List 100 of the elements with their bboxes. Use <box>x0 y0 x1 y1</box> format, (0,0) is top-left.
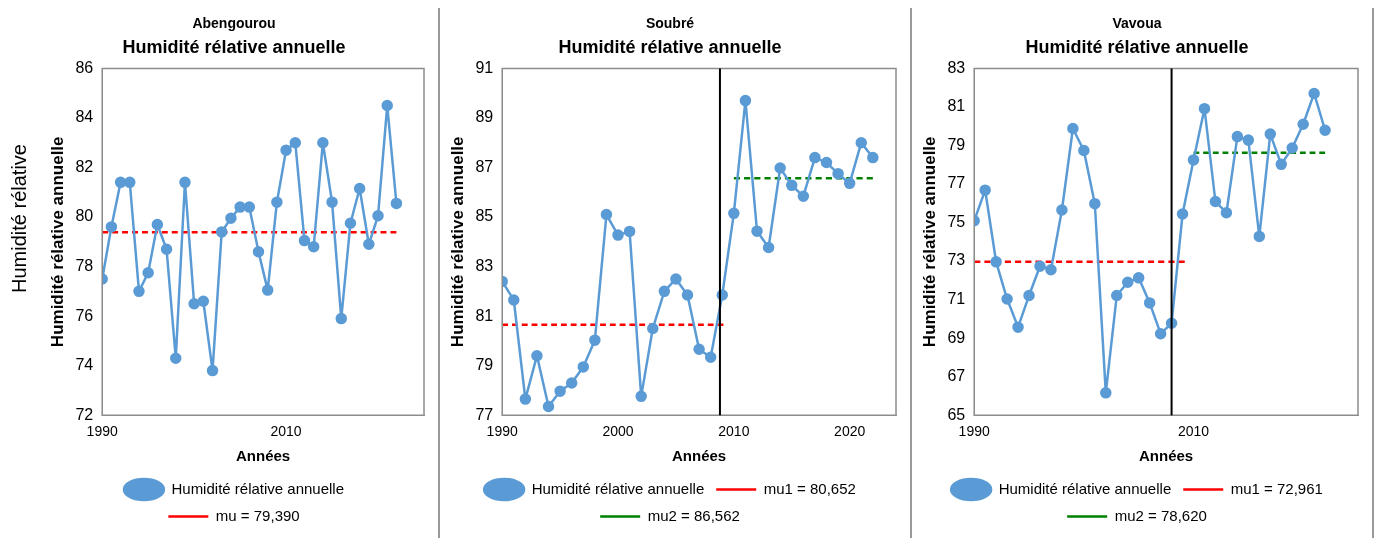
point <box>243 201 256 213</box>
point <box>261 284 274 296</box>
legend-label: mu2 = 78,620 <box>1114 506 1207 524</box>
y-tick-label: 77 <box>947 174 966 192</box>
y-tick-label: 65 <box>947 405 966 423</box>
point <box>151 218 164 231</box>
x-tick-label: 2010 <box>718 423 750 440</box>
point <box>542 400 555 413</box>
point <box>1231 130 1244 143</box>
x-tick-label: 2010 <box>270 423 302 440</box>
point <box>670 273 682 285</box>
point <box>1023 289 1035 302</box>
point <box>197 295 210 307</box>
point <box>381 99 393 112</box>
y-axis-title: Humidité rélative annuelle <box>447 136 467 348</box>
chart-subtitle: Humidité rélative annuelle <box>122 36 346 57</box>
point <box>234 201 246 213</box>
point <box>133 285 145 298</box>
x-tick-label: 2010 <box>1177 423 1210 440</box>
point <box>612 229 624 241</box>
x-tick-label: 1990 <box>486 423 518 440</box>
point <box>105 221 118 233</box>
point <box>1121 276 1134 289</box>
chart-title: Soubré <box>645 15 695 32</box>
point <box>372 210 384 222</box>
point <box>658 285 671 298</box>
y-tick-label: 71 <box>947 290 966 308</box>
point <box>1220 206 1233 219</box>
y-tick-label: 67 <box>947 367 966 385</box>
point <box>271 196 283 208</box>
point <box>809 151 821 164</box>
point <box>739 94 752 107</box>
point <box>600 208 613 221</box>
point <box>855 136 867 149</box>
point <box>1209 195 1222 208</box>
legend-label: Humidité rélative annuelle <box>171 479 345 497</box>
point <box>317 136 329 149</box>
point <box>681 289 694 301</box>
point <box>1034 260 1046 273</box>
y-tick-label: 69 <box>947 328 966 346</box>
point <box>160 243 173 255</box>
y-axis-title: Humidité rélative annuelle <box>919 136 939 348</box>
point <box>344 217 357 229</box>
x-axis-title: Années <box>236 447 291 465</box>
point <box>252 245 265 258</box>
point <box>188 297 200 310</box>
y-tick-label: 85 <box>475 207 494 225</box>
point <box>363 238 375 251</box>
point <box>326 196 338 208</box>
point <box>1012 321 1024 333</box>
point <box>728 207 740 220</box>
point <box>225 212 237 225</box>
point <box>774 162 786 174</box>
point <box>820 156 833 169</box>
point <box>1132 272 1145 284</box>
legend-label: mu1 = 72,961 <box>1230 479 1323 497</box>
point <box>1078 144 1090 157</box>
point <box>390 197 403 210</box>
y-tick-label: 79 <box>475 356 494 374</box>
point <box>335 312 347 325</box>
point <box>623 225 636 238</box>
point <box>142 267 154 279</box>
chart-subtitle: Humidité rélative annuelle <box>558 36 782 57</box>
y-tick-label: 74 <box>75 356 94 374</box>
y-tick-label: 81 <box>475 306 494 324</box>
y-tick-label: 89 <box>475 108 494 126</box>
point <box>990 256 1002 268</box>
point <box>832 167 844 180</box>
point <box>215 226 228 238</box>
y-tick-label: 81 <box>947 97 966 115</box>
point <box>1100 387 1112 399</box>
y-tick-label: 86 <box>75 58 94 76</box>
y-tick-label: 83 <box>475 256 494 274</box>
point <box>797 190 810 202</box>
point <box>289 136 302 149</box>
y-tick-label: 78 <box>75 256 94 274</box>
point <box>1154 327 1167 340</box>
y-tick-label: 83 <box>947 58 966 76</box>
point <box>762 241 775 254</box>
x-axis-title: Années <box>672 447 727 465</box>
chart-title: Abengourou <box>192 15 276 32</box>
point <box>1089 197 1101 210</box>
point <box>1056 204 1068 216</box>
y-tick-label: 73 <box>947 251 966 269</box>
y-tick-label: 72 <box>75 405 94 423</box>
point <box>179 176 191 189</box>
y-tick-label: 77 <box>475 405 494 423</box>
legend-label: mu2 = 86,562 <box>647 506 740 524</box>
point <box>635 390 647 403</box>
point <box>206 364 219 377</box>
point <box>565 377 578 389</box>
point <box>979 184 991 196</box>
point <box>170 352 182 364</box>
x-tick-label: 1990 <box>86 423 118 440</box>
point <box>1264 128 1277 140</box>
point <box>1187 154 1200 166</box>
point <box>693 343 705 356</box>
point <box>1045 263 1057 276</box>
point <box>1143 297 1156 309</box>
point <box>704 351 717 363</box>
